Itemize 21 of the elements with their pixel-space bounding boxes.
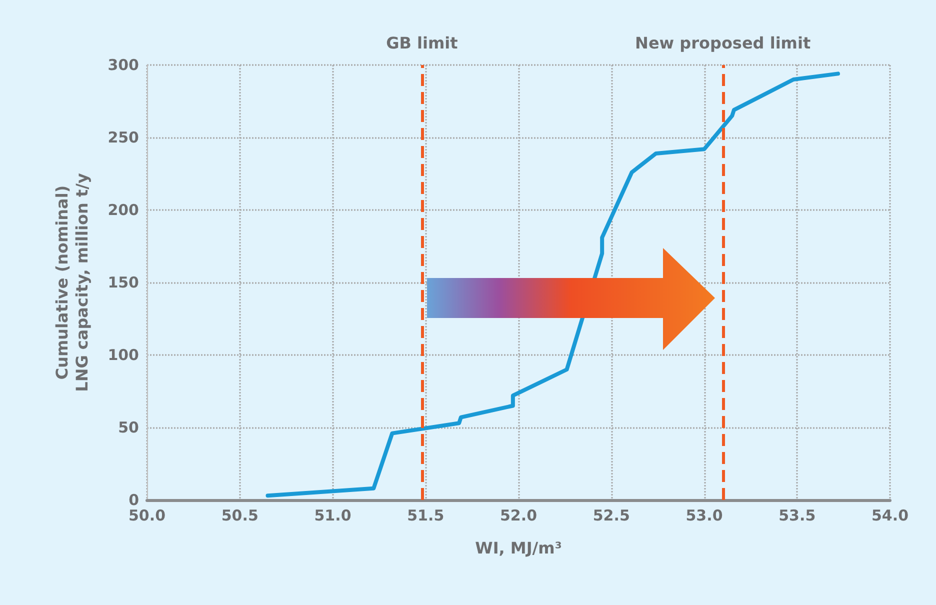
x-tick-label: 51.0 (314, 506, 352, 524)
ref-line-label: GB limit (386, 34, 458, 52)
y-axis-title: Cumulative (nominal) LNG capacity, million t/y (52, 172, 92, 392)
x-tick-label: 53.5 (778, 506, 816, 524)
y-tick-label: 150 (108, 274, 139, 292)
x-tick-label: 52.0 (500, 506, 538, 524)
line-series (266, 72, 840, 498)
y-tick-label: 50 (118, 418, 139, 436)
x-tick-label: 53.0 (686, 506, 723, 524)
x-tick-label: 54.0 (871, 506, 909, 524)
y-tick-label: 250 (108, 128, 139, 146)
y-tick-label: 200 (108, 201, 139, 219)
y-tick-label: 0 (128, 491, 139, 509)
ref-line-label: New proposed limit (635, 34, 811, 52)
x-axis-title: WI, MJ/m³ (475, 538, 562, 558)
x-tick-label: 50.5 (221, 506, 258, 524)
y-tick-label: 100 (108, 346, 139, 364)
y-tick-label: 300 (108, 56, 139, 74)
x-tick-label: 52.5 (592, 506, 630, 524)
x-tick-label: 51.5 (407, 506, 444, 524)
x-tick-label: 50.0 (128, 506, 166, 524)
